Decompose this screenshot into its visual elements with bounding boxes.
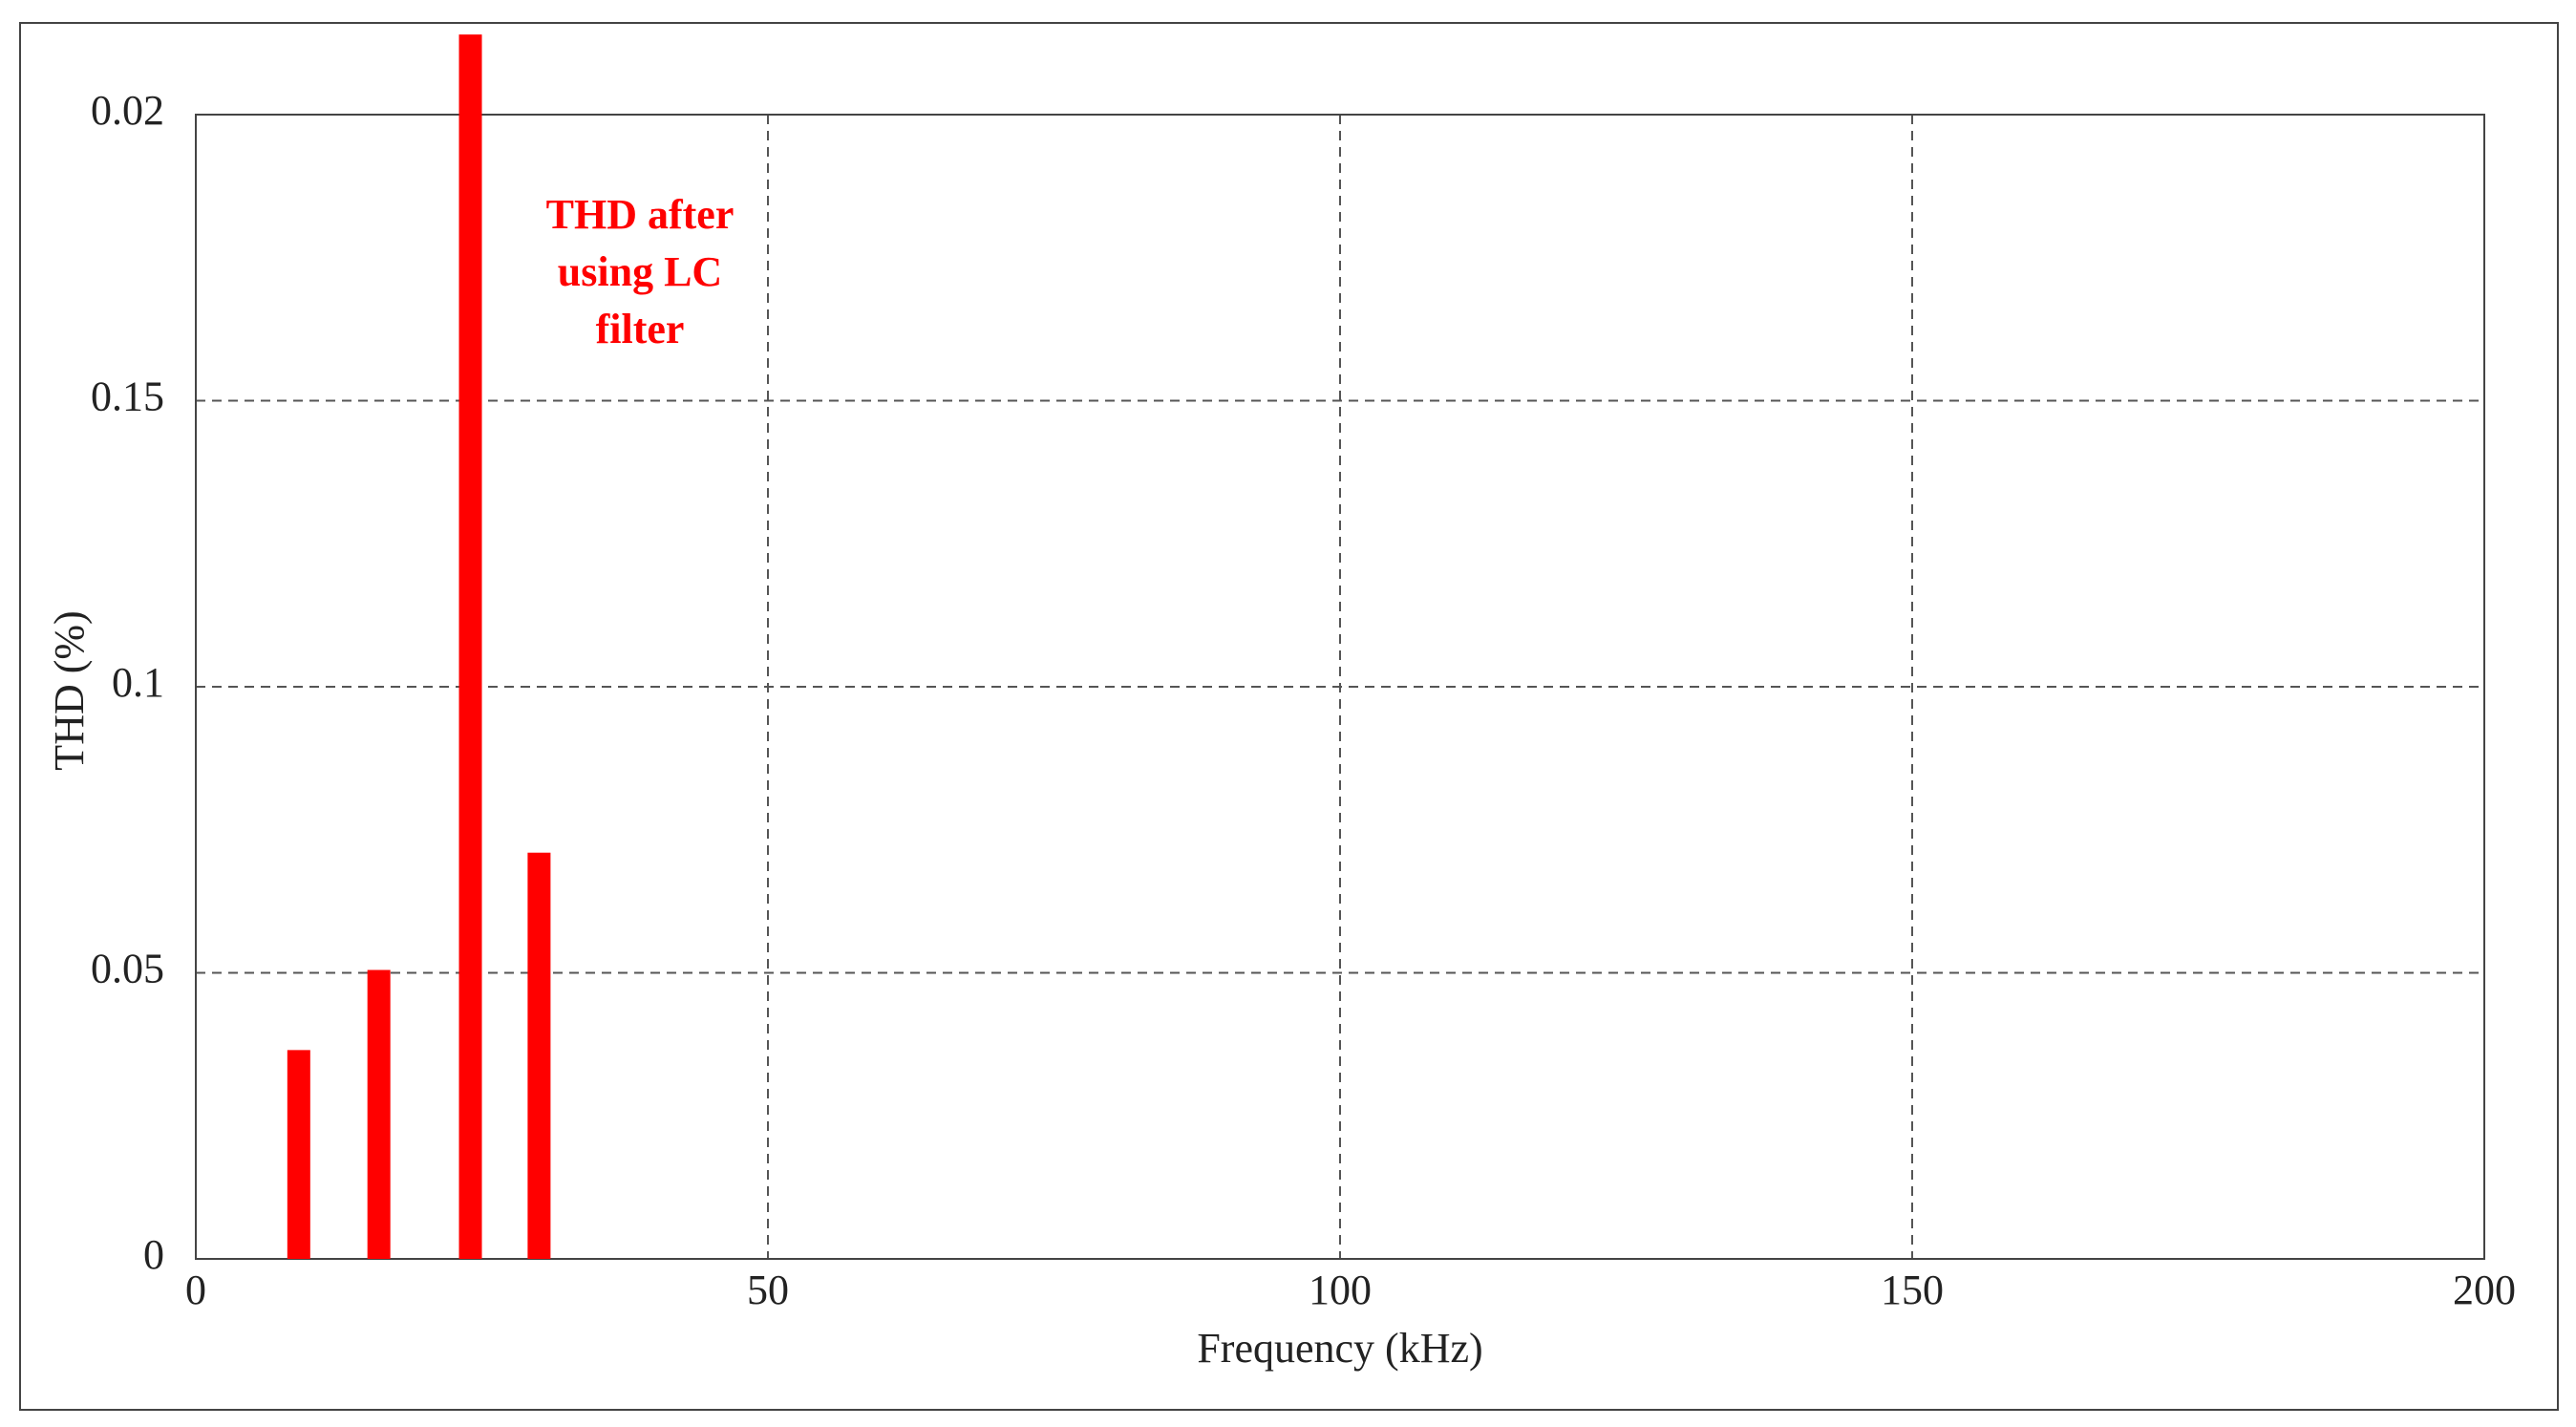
y-tick-label: 0.05 (91, 946, 164, 992)
x-axis-label: Frequency (kHz) (1197, 1325, 1482, 1372)
bar (527, 852, 551, 1259)
x-tick-label: 150 (1881, 1267, 1944, 1313)
x-tick-label: 50 (747, 1267, 789, 1313)
x-tick-label: 0 (185, 1267, 206, 1313)
y-tick-label: 0.02 (91, 87, 164, 134)
y-tick-label: 0 (143, 1231, 164, 1278)
plot-area (195, 114, 2485, 1260)
frame (19, 22, 2559, 1411)
y-tick-label: 0.1 (112, 659, 164, 706)
bar (287, 1050, 310, 1259)
y-axis-label: THD (%) (46, 610, 93, 770)
x-tick-label: 200 (2453, 1267, 2516, 1313)
bar (458, 34, 482, 1259)
annotation: THD after using LC filter (545, 191, 734, 352)
x-tick-label: 100 (1309, 1267, 1372, 1313)
y-tick-label: 0.15 (91, 373, 164, 420)
bar (367, 969, 391, 1259)
